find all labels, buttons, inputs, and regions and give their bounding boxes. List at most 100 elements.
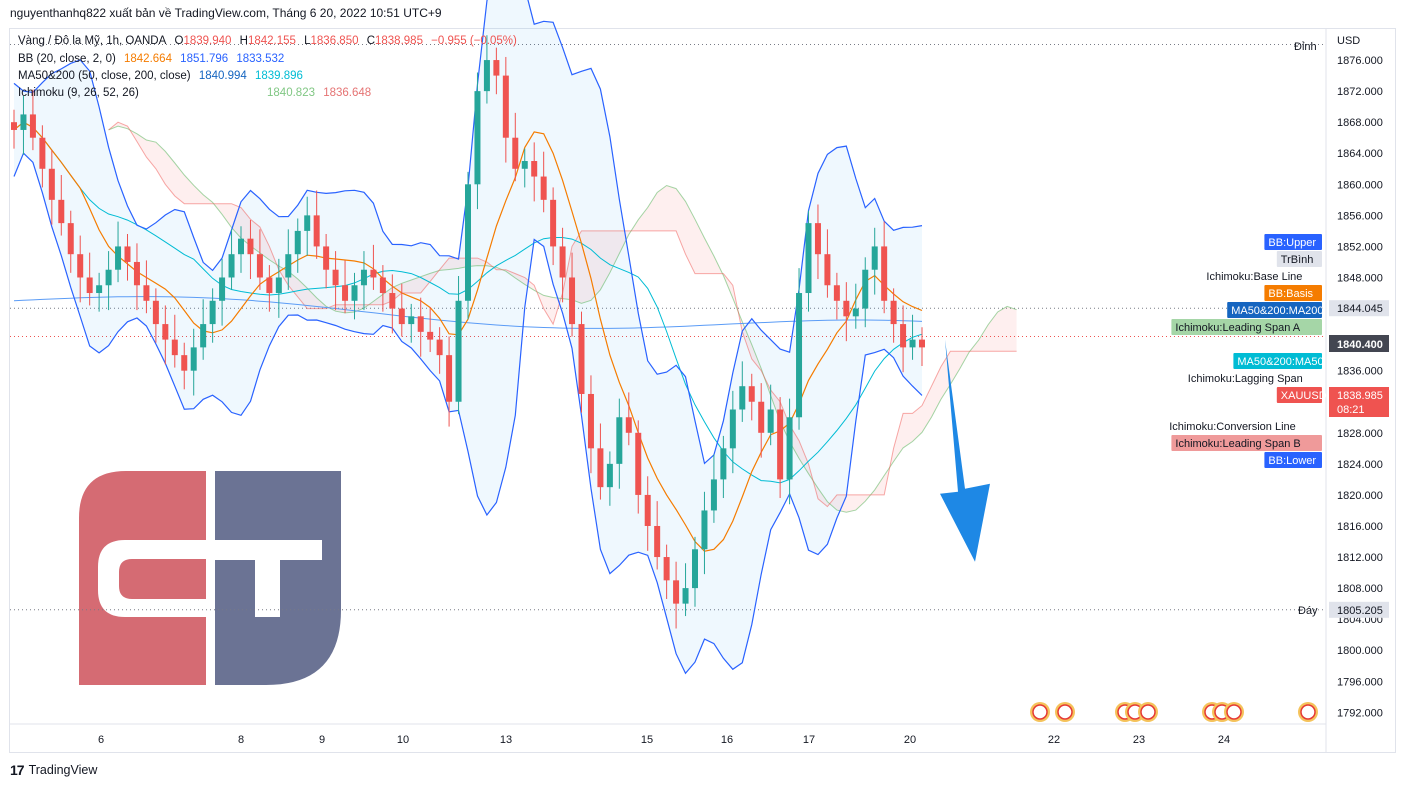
candle-body xyxy=(644,494,651,526)
open-value: 1839.940 xyxy=(183,35,232,47)
logo-t-letter xyxy=(215,540,322,617)
candle-body xyxy=(238,238,244,255)
axis-box-avg xyxy=(1329,300,1389,317)
candle-body xyxy=(852,308,859,317)
low-value: 1836.850 xyxy=(310,35,359,47)
candle-body xyxy=(77,254,84,278)
price-tick-label: 1796.000 xyxy=(1337,676,1383,688)
candle-body xyxy=(900,324,907,348)
price-tags: BB:Upper TrBình Ichimoku:Base Line BB:Basis… xyxy=(1169,234,1327,468)
axis-value-last: 1838.985 xyxy=(1337,390,1383,402)
logo-watermark xyxy=(79,471,341,685)
legend-ichimoku: Ichimoku (9, 26, 52, 26) 1840.823 1836.6… xyxy=(18,87,376,99)
tag-label: MA50&200:MA50 xyxy=(1237,356,1323,368)
candle-body xyxy=(833,285,840,301)
candle-body xyxy=(474,91,481,185)
ma50-value: 1839.896 xyxy=(254,70,303,82)
price-tick-label: 1820.000 xyxy=(1337,490,1383,502)
bb-lower-value: 1833.532 xyxy=(236,53,285,65)
candle-body xyxy=(796,293,803,418)
time-tick-label: 23 xyxy=(1133,734,1145,746)
time-tick-label: 16 xyxy=(721,734,733,746)
candle-body xyxy=(313,215,320,247)
economic-events xyxy=(1030,702,1318,722)
candle-body xyxy=(398,308,405,325)
candle-body xyxy=(285,254,292,278)
candle-body xyxy=(408,316,415,325)
candle-body xyxy=(152,300,159,325)
time-tick-label: 10 xyxy=(397,734,409,746)
candle-body xyxy=(351,285,358,301)
candle-body xyxy=(786,417,793,480)
tag-box xyxy=(1276,251,1322,267)
high-label: H xyxy=(239,35,248,47)
candle-body xyxy=(389,293,396,309)
axis-value-avg: 1844.045 xyxy=(1337,303,1383,315)
candle-body xyxy=(805,223,812,294)
price-tick-label: 1816.000 xyxy=(1337,521,1383,533)
candle-body xyxy=(256,254,263,278)
candle-body xyxy=(370,269,377,278)
candle-body xyxy=(332,269,339,286)
logo-c-letter xyxy=(98,540,206,617)
candle-body xyxy=(143,285,150,301)
publisher-line: nguyenthanhq822 xuất bản về TradingView.… xyxy=(10,6,442,20)
candle-body xyxy=(814,223,821,255)
candle-body xyxy=(266,277,273,294)
axis-box-last xyxy=(1329,387,1389,417)
candle-body xyxy=(455,300,462,402)
candle-body xyxy=(777,409,784,480)
price-tick-label: 1856.000 xyxy=(1337,210,1383,222)
candle-body xyxy=(11,122,17,130)
candle-body xyxy=(502,75,509,138)
price-tick-label: 1868.000 xyxy=(1337,117,1383,129)
candle-body xyxy=(720,448,727,480)
candle-body xyxy=(86,277,93,294)
time-tick-label: 8 xyxy=(238,734,244,746)
bb-upper-value: 1851.796 xyxy=(180,53,229,65)
candle-body xyxy=(597,448,604,488)
candle-body xyxy=(635,432,642,495)
low-label: L xyxy=(304,35,311,47)
candle-body xyxy=(190,347,197,371)
candle-body xyxy=(115,246,122,270)
candle-body xyxy=(124,246,131,262)
change-value: −0.955 (−0.05%) xyxy=(431,35,517,47)
candle-body xyxy=(58,199,65,224)
time-axis: 6 8 9 10 13 15 16 17 20 22 23 24 xyxy=(10,723,1326,746)
price-tick-label: 1792.000 xyxy=(1337,707,1383,719)
price-tick-label: 1876.000 xyxy=(1337,55,1383,67)
candle-body xyxy=(304,215,311,231)
candle-body xyxy=(871,246,878,270)
candle-body xyxy=(219,277,226,301)
price-tick-label: 1836.000 xyxy=(1337,366,1383,378)
legend-ohlc: Vàng / Đô la Mỹ, 1h, OANDA O1839.940 H18… xyxy=(18,35,522,47)
axis-box-span-a xyxy=(1329,335,1389,352)
candle-body xyxy=(493,60,500,76)
span-b-value: 1836.648 xyxy=(323,87,372,99)
time-tick-label: 15 xyxy=(641,734,653,746)
us-flag-icon-inner xyxy=(1226,704,1242,720)
candle-body xyxy=(767,409,774,433)
candle-body xyxy=(171,339,178,356)
candle-body xyxy=(67,223,74,255)
price-tick-label: 1808.000 xyxy=(1337,583,1383,595)
candle-body xyxy=(133,261,140,286)
candle-body xyxy=(379,277,386,294)
candle-body xyxy=(606,463,613,488)
candle-body xyxy=(550,199,557,247)
price-tick-label: 1848.000 xyxy=(1337,272,1383,284)
tag-box xyxy=(1171,319,1322,335)
footer[interactable]: 17 TradingView xyxy=(10,762,97,778)
level-label-low: Đáy xyxy=(1298,605,1318,617)
axis-value-low: 1805.205 xyxy=(1337,605,1383,617)
candle-body xyxy=(342,285,349,301)
candle-body xyxy=(20,114,27,130)
candle-body xyxy=(616,417,623,464)
candle-body xyxy=(710,479,717,511)
candle-body xyxy=(96,285,103,294)
candle-body xyxy=(275,277,282,294)
price-tick-label: 1800.000 xyxy=(1337,645,1383,657)
time-tick-label: 22 xyxy=(1048,734,1060,746)
